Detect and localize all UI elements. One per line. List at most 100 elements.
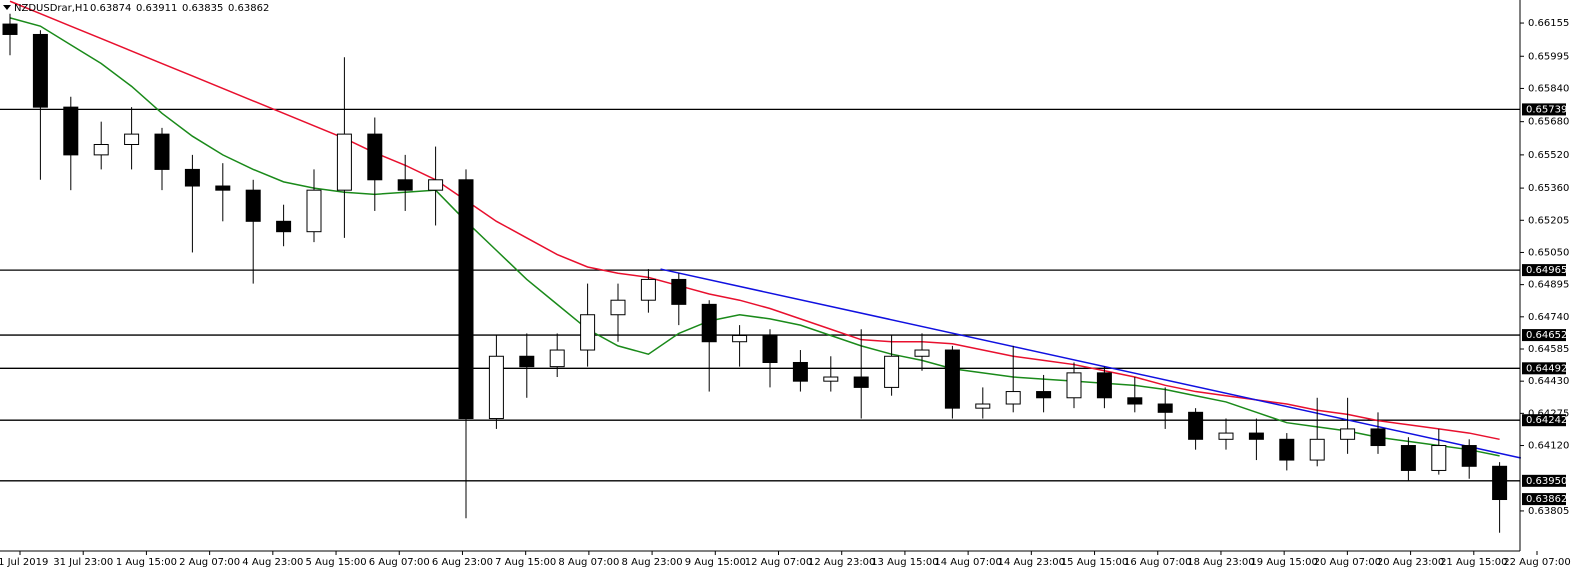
candle-body — [1248, 432, 1264, 440]
y-tick-label: 0.64430 — [1528, 376, 1569, 387]
header-value: 0.63911 — [136, 3, 177, 14]
candle-body — [671, 278, 687, 305]
candle-body — [124, 133, 140, 145]
candle-body — [580, 314, 596, 351]
candle-body — [488, 355, 504, 420]
y-tick-label: 0.64740 — [1528, 312, 1569, 323]
candle-body — [184, 168, 200, 187]
candle-body — [884, 355, 900, 388]
x-tick-label: 5 Aug 15:00 — [306, 557, 367, 568]
level-label: 0.64652 — [1526, 330, 1567, 341]
level-label-bg — [1522, 103, 1566, 116]
y-tick-label: 0.65680 — [1528, 117, 1569, 128]
x-tick-label: 15 Aug 15:00 — [1061, 557, 1128, 568]
candle-body — [215, 185, 231, 191]
x-tick-label: 13 Aug 15:00 — [871, 557, 938, 568]
x-tick-label: 4 Aug 23:00 — [242, 557, 303, 568]
candle-body — [944, 349, 960, 409]
trend-line — [660, 268, 1522, 459]
candle-body — [1218, 432, 1234, 440]
x-tick-label: 8 Aug 23:00 — [622, 557, 683, 568]
x-tick-label: 7 Aug 15:00 — [495, 557, 556, 568]
x-tick-label: 6 Aug 23:00 — [432, 557, 493, 568]
level-label-bg — [1522, 264, 1566, 277]
candle-body — [1309, 438, 1325, 461]
x-tick-label: 19 Aug 15:00 — [1250, 557, 1317, 568]
x-tick-label: 22 Aug 07:00 — [1503, 557, 1570, 568]
x-tick-label: 16 Aug 07:00 — [1124, 557, 1191, 568]
candle-body — [975, 403, 991, 409]
candle-body — [336, 133, 352, 191]
candle-body — [1340, 428, 1356, 440]
candle-body — [762, 334, 778, 363]
candle-body — [1036, 391, 1052, 399]
y-tick-label: 0.64120 — [1528, 441, 1569, 452]
candle-body — [367, 133, 383, 181]
symbol: NZDUSDrar,H1 — [14, 3, 89, 14]
y-tick-label: 0.65840 — [1528, 83, 1569, 94]
candle-body — [458, 179, 474, 420]
x-tick-label: 14 Aug 23:00 — [998, 557, 1065, 568]
level-label: 0.63950 — [1526, 476, 1567, 487]
x-tick-label: 2 Aug 07:00 — [179, 557, 240, 568]
candle-body — [2, 23, 18, 35]
x-tick-label: 1 Aug 15:00 — [116, 557, 177, 568]
candle-body — [306, 189, 322, 233]
x-tick-label: 20 Aug 07:00 — [1314, 557, 1381, 568]
candle-body — [1370, 428, 1386, 447]
y-tick-label: 0.64895 — [1528, 280, 1569, 291]
y-tick-label: 0.65995 — [1528, 51, 1569, 62]
y-tick-label: 0.66155 — [1528, 18, 1569, 29]
candle-body — [1431, 445, 1447, 471]
candle-body — [1157, 403, 1173, 413]
candle-body — [1279, 438, 1295, 461]
y-tick-label: 0.63805 — [1528, 506, 1569, 517]
y-tick-label: 0.64585 — [1528, 344, 1569, 355]
y-tick-label: 0.65360 — [1528, 183, 1569, 194]
header-value: 0.63874 — [90, 3, 131, 14]
candle-body — [1066, 372, 1082, 399]
candle-body — [276, 220, 292, 233]
candle-body — [853, 376, 869, 388]
x-tick-label: 21 Aug 15:00 — [1440, 557, 1507, 568]
candle-body — [428, 179, 444, 191]
candle-body — [701, 303, 717, 343]
candle-body — [32, 33, 48, 108]
candle-body — [1188, 411, 1204, 440]
y-tick-label: 0.65050 — [1528, 247, 1569, 258]
header-value: 0.63835 — [182, 3, 223, 14]
candle-body — [519, 355, 535, 368]
x-tick-label: 14 Aug 07:00 — [934, 557, 1001, 568]
plot — [0, 0, 1522, 533]
level-label: 0.65739 — [1526, 104, 1567, 115]
header-value: 0.63862 — [228, 3, 269, 14]
candle-body — [792, 361, 808, 382]
candle-body — [732, 334, 748, 343]
candle-body — [63, 106, 79, 156]
candle-body — [1127, 397, 1143, 405]
candle-body — [93, 143, 109, 156]
candle-body — [154, 133, 170, 170]
candle-body — [397, 179, 413, 191]
candle-body — [1461, 445, 1477, 467]
y-tick-label: 0.65520 — [1528, 150, 1569, 161]
level-label: 0.64965 — [1526, 265, 1567, 276]
x-tick-label: 20 Aug 23:00 — [1377, 557, 1444, 568]
x-tick-label: 9 Aug 15:00 — [685, 557, 746, 568]
candle-body — [640, 278, 656, 301]
y-tick-label: 0.64275 — [1528, 408, 1569, 419]
candle-body — [1096, 372, 1112, 399]
y-tick-label: 0.65205 — [1528, 215, 1569, 226]
candle-body — [610, 299, 626, 316]
x-tick-label: 31 Jul 2019 — [0, 557, 48, 568]
level-label: 0.64492 — [1526, 363, 1567, 374]
candle-body — [1492, 465, 1508, 501]
x-tick-label: 31 Jul 23:00 — [53, 557, 113, 568]
menu-arrow[interactable] — [3, 5, 11, 10]
candle-body — [914, 349, 930, 357]
level-label-bg — [1522, 362, 1566, 375]
x-tick-label: 12 Aug 23:00 — [808, 557, 875, 568]
